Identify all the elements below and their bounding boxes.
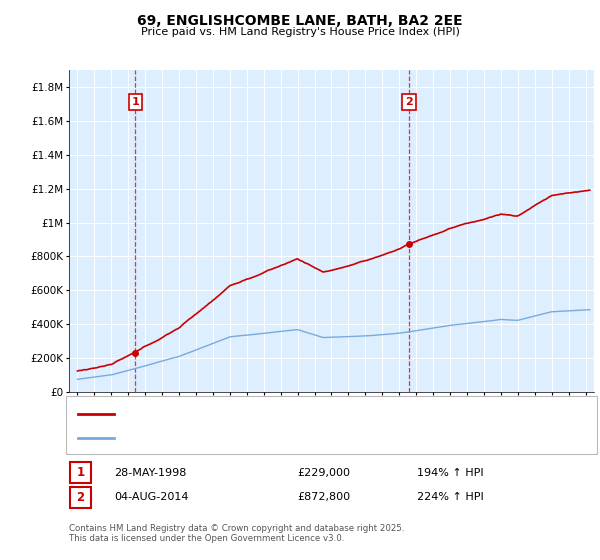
Text: 1: 1: [131, 97, 139, 107]
Text: HPI: Average price, semi-detached house, Bath and North East Somerset: HPI: Average price, semi-detached house,…: [120, 433, 476, 443]
Text: 28-MAY-1998: 28-MAY-1998: [114, 468, 187, 478]
Text: Contains HM Land Registry data © Crown copyright and database right 2025.
This d: Contains HM Land Registry data © Crown c…: [69, 524, 404, 543]
Text: 1: 1: [76, 466, 85, 479]
Text: 69, ENGLISHCOMBE LANE, BATH, BA2 2EE (semi-detached house): 69, ENGLISHCOMBE LANE, BATH, BA2 2EE (se…: [120, 409, 442, 419]
Text: 2: 2: [76, 491, 85, 504]
Text: 04-AUG-2014: 04-AUG-2014: [114, 492, 188, 502]
Text: 69, ENGLISHCOMBE LANE, BATH, BA2 2EE: 69, ENGLISHCOMBE LANE, BATH, BA2 2EE: [137, 14, 463, 28]
Text: 2: 2: [405, 97, 413, 107]
Text: £229,000: £229,000: [297, 468, 350, 478]
Text: £872,800: £872,800: [297, 492, 350, 502]
Text: Price paid vs. HM Land Registry's House Price Index (HPI): Price paid vs. HM Land Registry's House …: [140, 27, 460, 37]
Text: 224% ↑ HPI: 224% ↑ HPI: [417, 492, 484, 502]
Text: 194% ↑ HPI: 194% ↑ HPI: [417, 468, 484, 478]
